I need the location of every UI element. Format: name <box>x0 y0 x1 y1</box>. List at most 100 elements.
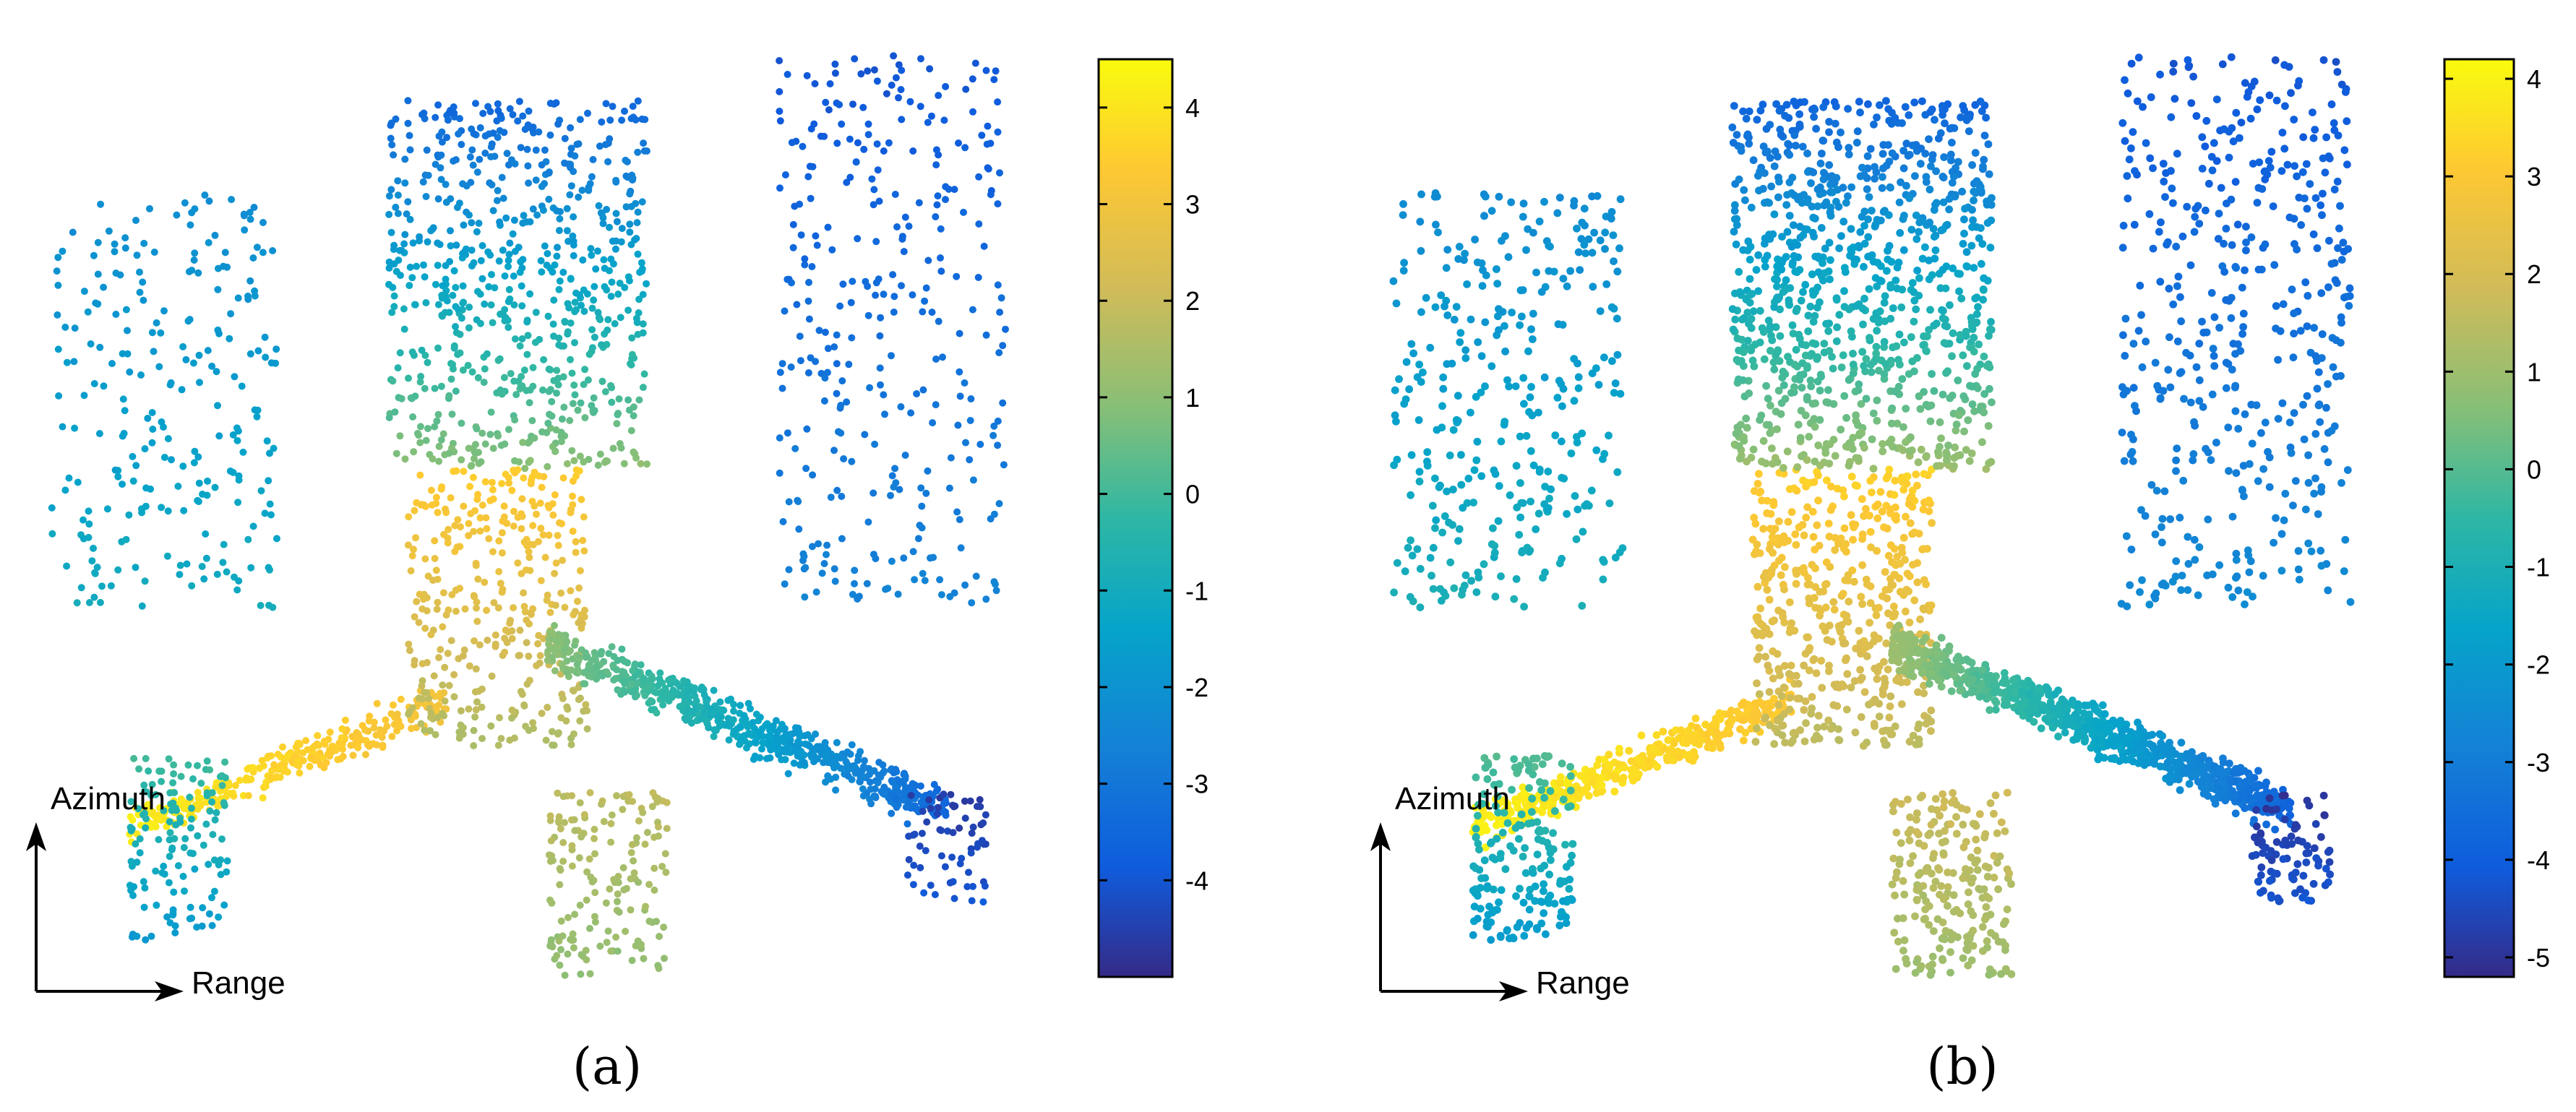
scatter-point <box>221 249 229 257</box>
scatter-point <box>1968 223 1976 231</box>
scatter-point <box>1913 578 1922 587</box>
scatter-point <box>128 862 136 870</box>
scatter-point <box>1909 731 1918 740</box>
scatter-point <box>570 457 578 465</box>
scatter-point <box>1858 348 1867 356</box>
scatter-point <box>1906 519 1915 527</box>
scatter-point <box>1834 202 1843 211</box>
scatter-point <box>427 486 435 494</box>
scatter-point <box>481 300 489 308</box>
scatter-point <box>956 368 963 376</box>
scatter-point <box>1905 447 1914 455</box>
scatter-point <box>541 146 549 154</box>
scatter-point <box>488 672 496 680</box>
scatter-point <box>909 548 917 556</box>
scatter-point <box>625 790 633 798</box>
scatter-point <box>176 818 184 826</box>
scatter-point <box>445 681 453 689</box>
scatter-point <box>1813 723 1821 732</box>
scatter-point <box>849 590 856 598</box>
scatter-point <box>1778 731 1787 740</box>
scatter-point <box>1832 173 1841 182</box>
scatter-point <box>443 134 451 142</box>
scatter-point <box>338 725 346 733</box>
scatter-point <box>1875 712 1884 720</box>
scatter-point <box>544 656 551 664</box>
scatter-point <box>1932 199 1941 207</box>
scatter-point <box>518 495 526 503</box>
scatter-point <box>1923 347 1931 355</box>
scatter-point <box>1852 411 1860 420</box>
scatter-point <box>967 849 975 857</box>
scatter-point <box>1845 144 1853 152</box>
scatter-point <box>583 707 591 715</box>
scatter-point <box>627 427 635 434</box>
scatter-point <box>434 509 442 517</box>
scatter-point <box>1832 102 1840 111</box>
scatter-point <box>1876 101 1884 109</box>
scatter-point <box>1821 626 1829 635</box>
scatter-point <box>1892 276 1900 285</box>
scatter-point <box>218 782 226 790</box>
scatter-point <box>1948 352 1956 361</box>
scatter-point <box>411 613 418 621</box>
scatter-point <box>452 323 459 330</box>
scatter-point <box>1891 609 1899 618</box>
scatter-point <box>561 819 568 827</box>
scatter-point <box>557 946 564 954</box>
scatter-point <box>105 227 113 235</box>
scatter-point <box>1829 598 1838 606</box>
scatter-point <box>969 108 976 116</box>
scatter-point <box>1941 315 1949 324</box>
scatter-point <box>233 586 241 594</box>
scatter-point <box>1761 459 1770 467</box>
scatter-point <box>93 564 101 572</box>
scatter-point <box>1962 248 1971 257</box>
scatter-point <box>1581 776 1590 785</box>
scatter-point <box>623 884 630 892</box>
scatter-point <box>1811 311 1819 320</box>
scatter-point <box>649 789 657 797</box>
scatter-point <box>390 303 398 311</box>
scatter-point <box>1805 599 1813 608</box>
scatter-point <box>1980 274 1988 283</box>
scatter-point <box>849 277 856 285</box>
scatter-point <box>541 242 549 250</box>
scatter-point <box>1879 440 1886 448</box>
scatter-point <box>627 688 635 696</box>
scatter-point <box>1858 600 1867 608</box>
scatter-point <box>246 209 254 216</box>
scatter-point <box>152 790 160 798</box>
scatter-point <box>84 308 92 316</box>
scatter-point <box>475 687 483 695</box>
scatter-point <box>558 520 566 527</box>
scatter-point <box>1937 434 1945 442</box>
scatter-point <box>1907 333 1915 341</box>
scatter-point <box>935 317 943 325</box>
scatter-point <box>1798 384 1806 392</box>
scatter-point <box>204 477 211 485</box>
scatter-point <box>880 790 888 798</box>
scatter-point <box>833 738 841 746</box>
scatter-point <box>982 66 990 74</box>
scatter-point <box>630 869 638 877</box>
scatter-point <box>189 775 197 783</box>
scatter-point <box>984 164 992 172</box>
scatter-point <box>932 146 940 154</box>
scatter-point <box>80 288 88 296</box>
scatter-point <box>1765 595 1774 604</box>
scatter-point <box>529 605 537 613</box>
scatter-point <box>1939 266 1947 274</box>
scatter-point <box>1806 302 1815 311</box>
scatter-point <box>1826 506 1835 514</box>
scatter-point <box>524 332 532 340</box>
scatter-point <box>1762 382 1771 390</box>
scatter-point <box>781 756 789 764</box>
scatter-point <box>607 947 615 955</box>
scatter-point <box>1703 730 1712 738</box>
scatter-point <box>1792 671 1800 680</box>
scatter-point <box>560 342 567 350</box>
scatter-point <box>848 457 856 465</box>
scatter-point <box>585 186 593 194</box>
scatter-point <box>801 593 809 601</box>
